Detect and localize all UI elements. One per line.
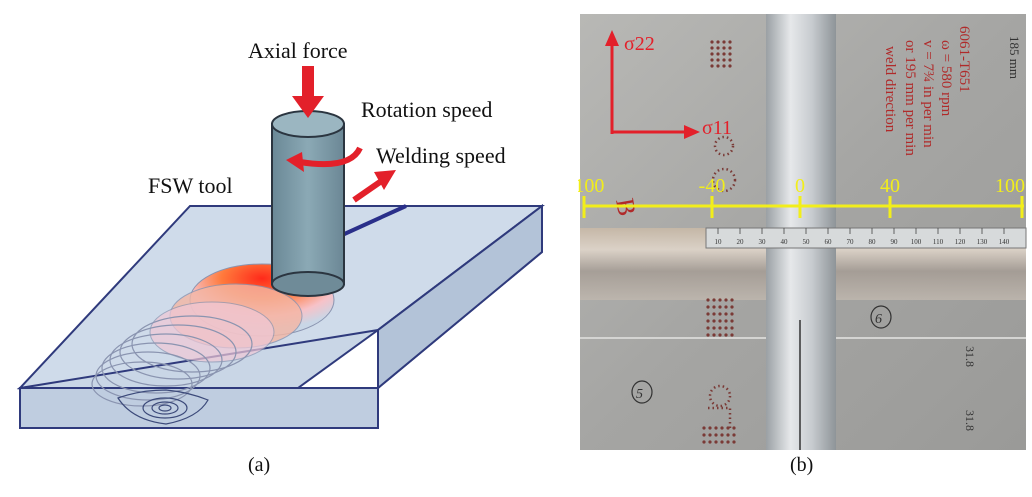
fsw-schematic-svg: Axial force Rotation speed Welding speed…: [16, 38, 545, 429]
pencil-marks: [631, 305, 892, 404]
scale-labels: -100 -40 0 40 100: [568, 175, 1025, 197]
fsw-tool: [271, 110, 345, 297]
scale-tick-40: 40: [880, 175, 900, 197]
ruler-num-80: 80: [869, 238, 877, 246]
ruler-num-20: 20: [737, 238, 745, 246]
sigma-22-text: σ22: [624, 33, 655, 55]
note-speed-in: v = 7¾ in per min: [920, 40, 936, 148]
weld-photo-panel: B 6061-T651 ω = 580 rpm v = 7¾ in per mi…: [568, 0, 1032, 492]
steel-ruler: 10 20 30 40 50 60 70 80 90 100 110 120 1…: [705, 227, 1027, 249]
rotation-speed-label: Rotation speed: [361, 97, 492, 122]
handwritten-notes: B 6061-T651 ω = 580 rpm v = 7¾ in per mi…: [610, 26, 1022, 218]
sigma-11-label: σ11: [702, 117, 732, 139]
circle-label-6: 6: [875, 312, 882, 327]
note-length: 185 mm: [1007, 36, 1022, 79]
scale-tick-minus-100: -100: [578, 175, 604, 197]
yellow-position-scale: [582, 196, 1024, 218]
panel-b-caption: (b): [790, 454, 814, 476]
ruler-num-110: 110: [933, 238, 944, 246]
note-rpm: ω = 580 rpm: [938, 40, 954, 117]
ruler-num-60: 60: [825, 238, 833, 246]
stress-axes: [605, 30, 700, 139]
rotation-arrow: [286, 146, 363, 172]
ruler-num-10: 10: [715, 238, 723, 246]
pencil-mark-a: 31.8: [963, 346, 977, 367]
sigma-11-text: σ11: [702, 117, 732, 139]
ruler-num-50: 50: [803, 238, 811, 246]
weld-photo-svg: B 6061-T651 ω = 580 rpm v = 7¾ in per mi…: [568, 14, 1027, 450]
ruler-num-140: 140: [999, 238, 1010, 246]
ruler-num-120: 120: [955, 238, 966, 246]
sigma-22-label: σ22: [624, 33, 655, 55]
welding-speed-label: Welding speed: [376, 143, 506, 168]
pencil-mark-b: 31.8: [963, 410, 977, 431]
circle-label-5: 5: [636, 387, 643, 402]
note-weld-direction: weld direction: [882, 46, 898, 133]
measurement-point-grids: [702, 40, 737, 444]
scale-tick-minus-40: -40: [699, 175, 726, 197]
axial-force-arrow: [292, 66, 324, 118]
ruler-num-100: 100: [911, 238, 922, 246]
welding-speed-arrow: [352, 170, 396, 203]
fsw-schematic-panel: Axial force Rotation speed Welding speed…: [16, 38, 545, 476]
scale-tick-0: 0: [795, 175, 805, 197]
ruler-num-30: 30: [759, 238, 767, 246]
axial-force-label: Axial force: [248, 38, 348, 63]
ruler-num-90: 90: [891, 238, 899, 246]
note-speed-mm: or 195 mm per min: [902, 40, 918, 156]
note-alloy: 6061-T651: [956, 26, 972, 93]
fsw-tool-label: FSW tool: [148, 173, 233, 198]
ruler-num-130: 130: [977, 238, 988, 246]
scale-tick-100: 100: [995, 175, 1025, 197]
panel-a-caption: (a): [248, 454, 271, 476]
ruler-num-70: 70: [847, 238, 855, 246]
ruler-num-40: 40: [781, 238, 789, 246]
